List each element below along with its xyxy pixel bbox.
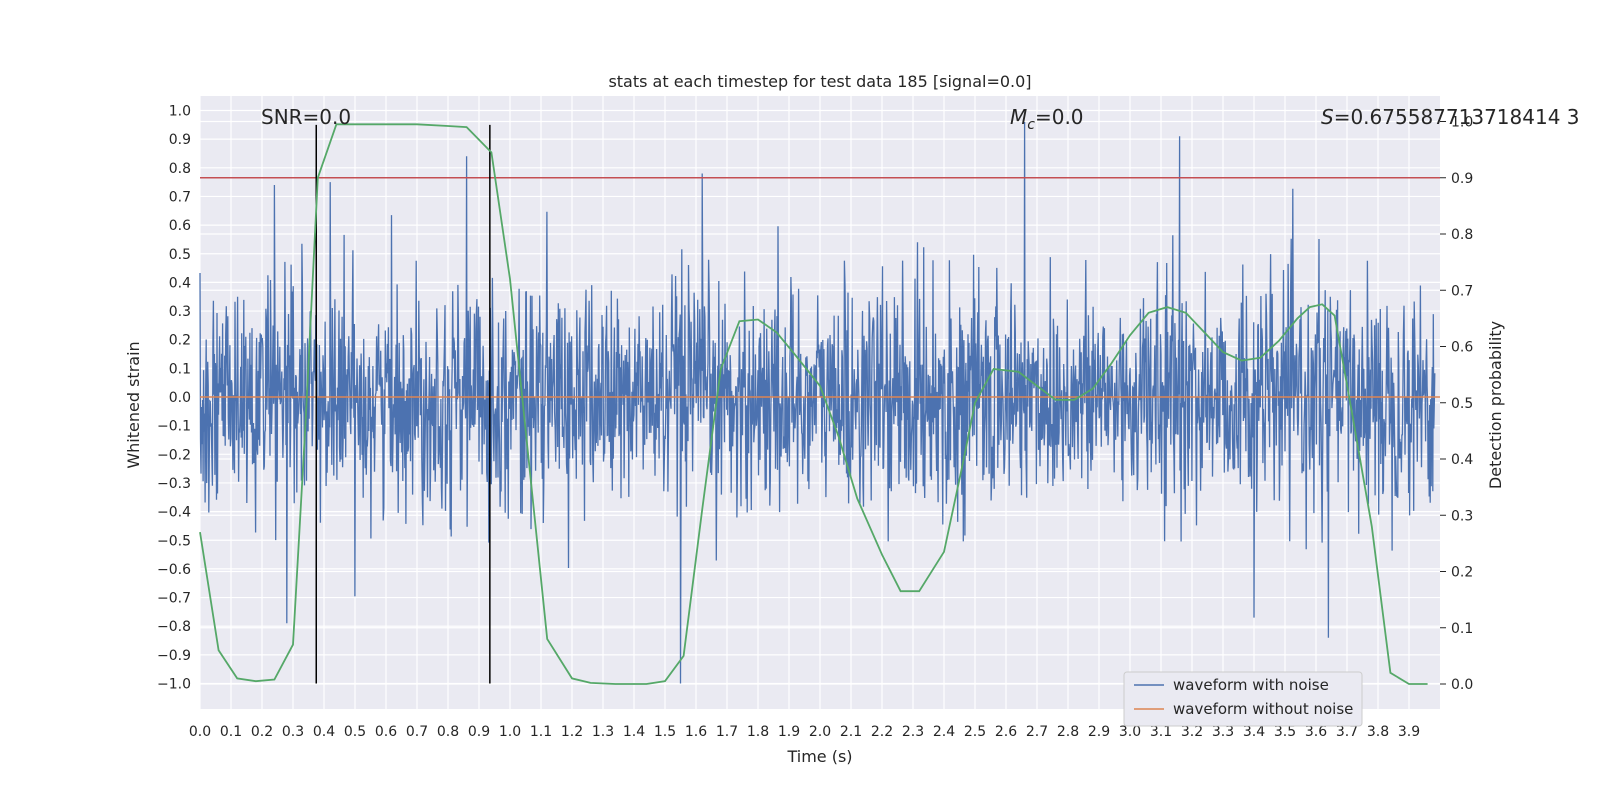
x-tick-label: 3.5 [1274, 724, 1296, 740]
y-left-tick-label: 0.4 [169, 275, 191, 291]
y-left-tick-label: −0.7 [157, 591, 191, 607]
legend-box [1123, 671, 1363, 727]
y-left-axis-ticks: 1.0 0.9 0.8 0.7 0.6 0.5 0.4 0.3 0.2 0.1 0.0 −0.1 −0.… [157, 104, 191, 693]
x-tick-label: 3.4 [1243, 724, 1265, 740]
y-right-tick-label: 0.6 [1451, 340, 1473, 356]
x-axis-label: Time (s) [786, 747, 852, 766]
y-right-tick-label: 1.0 [1451, 115, 1473, 131]
y-left-tick-label: 0.2 [169, 333, 191, 349]
y-left-tick-label: −0.9 [157, 648, 191, 664]
x-tick-label: 2.3 [902, 724, 924, 740]
y-right-tick-label: 0.4 [1451, 452, 1473, 468]
annotation-s: S=0.675587713718414 3 [1321, 105, 1580, 129]
x-tick-label: 1.6 [685, 724, 707, 740]
y-right-tick-label: 0.0 [1451, 677, 1473, 693]
x-tick-label: 3.2 [1181, 724, 1203, 740]
y-left-tick-label: −0.5 [157, 533, 191, 549]
x-tick-label: 1.9 [778, 724, 800, 740]
s-value: =0.675587713718414 3 [1334, 105, 1580, 129]
x-tick-label: 3.3 [1212, 724, 1234, 740]
x-tick-label: 2.2 [871, 724, 893, 740]
y-right-tick-label: 0.5 [1451, 396, 1473, 412]
y-left-tick-label: −0.3 [157, 476, 191, 492]
mc-value: =0.0 [1035, 105, 1084, 129]
x-tick-label: 1.0 [499, 724, 521, 740]
x-tick-label: 0.3 [282, 724, 304, 740]
y-right-axis-label: Detection probability [1486, 321, 1505, 489]
x-tick-label: 3.8 [1367, 724, 1389, 740]
x-tick-label: 2.8 [1057, 724, 1079, 740]
x-tick-label: 2.4 [933, 724, 955, 740]
x-tick-label: 2.7 [1026, 724, 1048, 740]
y-left-tick-label: −0.8 [157, 619, 191, 635]
annotation-snr: SNR=0.0 [261, 105, 351, 129]
x-tick-label: 2.9 [1088, 724, 1110, 740]
y-left-tick-label: −0.2 [157, 447, 191, 463]
x-tick-label: 0.0 [189, 724, 211, 740]
y-left-tick-label: 0.6 [169, 218, 191, 234]
chart-title: stats at each timestep for test data 185… [608, 72, 1031, 91]
y-right-tick-label: 0.7 [1451, 283, 1473, 299]
series-detection-probability [199, 123, 1428, 685]
y-right-tick-label: 0.8 [1451, 227, 1473, 243]
x-tick-label: 3.7 [1336, 724, 1358, 740]
s-symbol: S [1321, 105, 1334, 129]
y-right-tick-label: 0.1 [1451, 621, 1473, 637]
mc-subscript: c [1027, 117, 1035, 133]
x-tick-label: 3.0 [1119, 724, 1141, 740]
x-tick-label: 1.4 [623, 724, 645, 740]
y-right-tick-label: 0.9 [1451, 171, 1473, 187]
y-left-tick-label: −0.6 [157, 562, 191, 578]
x-tick-label: 0.7 [406, 724, 428, 740]
legend-label-clean: waveform without noise [1173, 700, 1353, 718]
y-left-tick-label: 0.5 [169, 247, 191, 263]
x-tick-label: 1.5 [654, 724, 676, 740]
x-tick-label: 0.4 [313, 724, 335, 740]
y-right-axis-ticks: 1.0 0.9 0.8 0.7 0.6 0.5 0.4 0.3 0.2 0.1 0.0 [1440, 115, 1473, 693]
x-tick-label: 2.6 [995, 724, 1017, 740]
legend-label-noise: waveform with noise [1173, 676, 1329, 694]
x-tick-label: 1.1 [530, 724, 552, 740]
x-tick-label: 0.2 [251, 724, 273, 740]
y-right-tick-label: 0.3 [1451, 508, 1473, 524]
x-tick-label: 0.6 [375, 724, 397, 740]
x-tick-label: 1.2 [561, 724, 583, 740]
series-waveform-with-noise [199, 121, 1436, 684]
x-tick-label: 2.5 [964, 724, 986, 740]
y-left-tick-label: 0.0 [169, 390, 191, 406]
x-tick-label: 0.9 [468, 724, 490, 740]
y-left-tick-label: 0.9 [169, 132, 191, 148]
y-left-tick-label: 0.3 [169, 304, 191, 320]
x-tick-label: 2.0 [809, 724, 831, 740]
x-tick-label: 3.1 [1150, 724, 1172, 740]
y-left-tick-label: −0.4 [157, 505, 191, 521]
x-tick-label: 1.7 [716, 724, 738, 740]
y-left-tick-label: 1.0 [169, 104, 191, 120]
y-left-axis-label: Whitened strain [124, 341, 143, 468]
x-tick-label: 0.8 [437, 724, 459, 740]
y-left-tick-label: 0.1 [169, 361, 191, 377]
noise-trace [199, 121, 1436, 684]
y-left-tick-label: −0.1 [157, 419, 191, 435]
y-left-tick-label: −1.0 [157, 677, 191, 693]
x-axis-ticks: 0.0 0.1 0.2 0.3 0.4 0.5 0.6 0.7 0.8 0.9 1.0 1.1 1.2 1… [189, 724, 1420, 740]
x-tick-label: 3.6 [1305, 724, 1327, 740]
x-tick-label: 3.9 [1398, 724, 1420, 740]
y-left-tick-label: 0.8 [169, 161, 191, 177]
x-tick-label: 0.1 [220, 724, 242, 740]
x-tick-label: 1.8 [747, 724, 769, 740]
legend: waveform with noise waveform without noi… [1123, 671, 1363, 727]
x-tick-label: 1.3 [592, 724, 614, 740]
y-right-tick-label: 0.2 [1451, 565, 1473, 581]
x-tick-label: 2.1 [840, 724, 862, 740]
x-tick-label: 0.5 [344, 724, 366, 740]
annotation-mc: Mc=0.0 [1010, 105, 1084, 133]
mc-symbol: M [1010, 105, 1027, 129]
y-left-tick-label: 0.7 [169, 189, 191, 205]
